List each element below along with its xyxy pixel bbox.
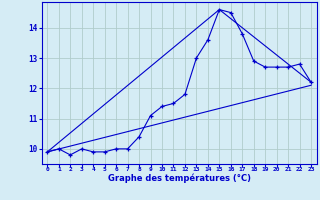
X-axis label: Graphe des températures (°C): Graphe des températures (°C) — [108, 174, 251, 183]
